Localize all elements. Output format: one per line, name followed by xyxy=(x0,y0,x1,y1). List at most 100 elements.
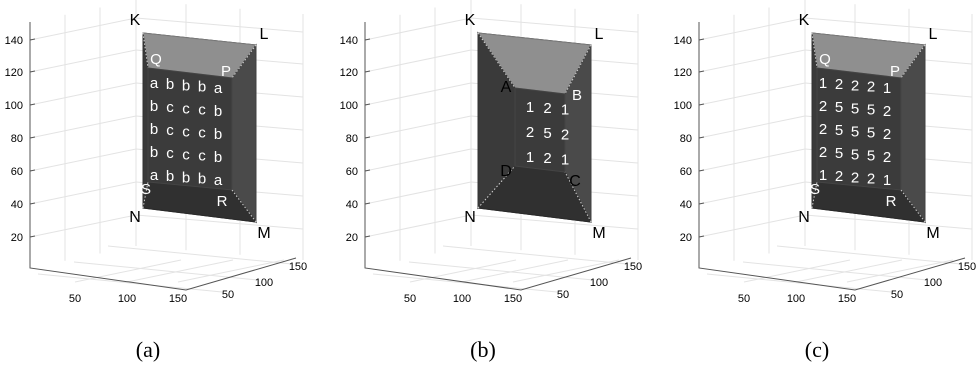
grid-cell: b xyxy=(182,77,190,94)
gridline xyxy=(408,261,594,281)
grid-cell: 1 xyxy=(561,101,569,118)
grid-cell: 2 xyxy=(819,144,827,161)
gridline xyxy=(795,259,903,283)
gridline xyxy=(74,259,182,283)
grid-cell: 2 xyxy=(851,77,859,94)
gridline xyxy=(364,82,472,106)
grid-cell: 2 xyxy=(851,169,859,186)
gridline xyxy=(470,214,639,230)
y-tick-label: 140 xyxy=(340,35,358,47)
edge-line xyxy=(477,32,516,89)
grid-cell: a xyxy=(150,167,159,184)
y-tick-mark xyxy=(29,169,36,172)
gridline xyxy=(29,49,137,73)
grid-cell: c xyxy=(198,148,206,165)
y-tick-label: 80 xyxy=(680,133,692,145)
y-tick-label: 120 xyxy=(5,67,23,79)
vertex-label-k: K xyxy=(465,12,476,29)
edge-line xyxy=(142,32,149,69)
gridline xyxy=(364,49,472,73)
y-tick-mark xyxy=(364,70,371,73)
grid-cell: b xyxy=(166,168,174,185)
panel-1: 20 40 60 80 100 120 140 50 100 150 50 100 150 K L M N Q P S… xyxy=(5,0,307,362)
y-tick-mark xyxy=(698,136,705,139)
corner-label-bl: D xyxy=(500,163,512,180)
grid-cell: 2 xyxy=(543,100,551,117)
grid-cell: 5 xyxy=(867,148,875,165)
gridline xyxy=(804,214,973,230)
corner-label-bl: S xyxy=(810,181,820,198)
x-tick-label: 50 xyxy=(404,293,416,305)
gridline xyxy=(698,214,806,238)
depth-tick-label: 100 xyxy=(590,277,608,289)
gridline xyxy=(846,259,954,283)
gridline xyxy=(29,214,137,238)
gridline xyxy=(743,259,851,283)
gridline xyxy=(512,259,620,283)
edge-line xyxy=(477,165,516,209)
y-tick-mark xyxy=(698,169,705,172)
y-tick-label: 20 xyxy=(680,232,692,244)
grid-cell: 1 xyxy=(526,149,534,166)
y-tick-label: 60 xyxy=(11,166,23,178)
grid-cell: 5 xyxy=(851,123,859,140)
y-tick-label: 40 xyxy=(11,199,23,211)
grid-cell: b xyxy=(214,149,222,166)
corner-label-tr: P xyxy=(890,63,900,80)
gridline xyxy=(372,273,558,293)
grid-cell: 1 xyxy=(883,172,891,189)
grid-cell: c xyxy=(198,102,206,119)
y-tick-mark xyxy=(29,70,36,73)
corner-label-br: R xyxy=(886,193,897,210)
y-tick-mark xyxy=(29,38,36,41)
grid-cell: 2 xyxy=(883,103,891,120)
x-tick-label: 100 xyxy=(787,293,805,305)
edge-line xyxy=(564,44,592,95)
gridline xyxy=(107,245,293,265)
gridline xyxy=(364,214,472,238)
grid-cell: b xyxy=(150,98,158,115)
grid-cell: c xyxy=(182,146,190,163)
grid-cell: b xyxy=(150,144,158,161)
y-tick-mark xyxy=(29,235,36,238)
y-tick-mark xyxy=(698,38,705,41)
vertex-label-l: L xyxy=(260,26,269,43)
y-tick-label: 120 xyxy=(340,67,358,79)
edge-line xyxy=(811,32,818,69)
gridline xyxy=(29,115,137,139)
y-tick-mark xyxy=(364,38,371,41)
edge-line xyxy=(142,181,149,209)
corner-label-tr: B xyxy=(572,87,582,104)
x-tick-label: 150 xyxy=(169,293,187,305)
y-tick-mark xyxy=(364,103,371,106)
vertex-label-k: K xyxy=(130,12,141,29)
gridline xyxy=(742,261,928,281)
corner-label-br: R xyxy=(217,193,228,210)
grid-cell: 1 xyxy=(561,151,569,168)
panel-3: 20 40 60 80 100 120 140 50 100 150 50 100 150 K L M N Q P S… xyxy=(674,0,976,362)
gridline xyxy=(364,148,472,172)
grid-cell: c xyxy=(182,123,190,140)
y-tick-label: 140 xyxy=(674,35,692,47)
y-tick-label: 80 xyxy=(346,133,358,145)
gridline xyxy=(364,181,472,205)
gridline xyxy=(706,273,892,293)
vertex-label-m: M xyxy=(926,225,939,242)
grid-cell: 2 xyxy=(835,76,843,93)
gridline xyxy=(698,181,806,205)
depth-tick-label: 150 xyxy=(624,261,642,273)
gridline xyxy=(470,17,639,33)
vertex-label-n: N xyxy=(464,209,476,226)
depth-tick-label: 100 xyxy=(255,277,273,289)
panel-caption: (c) xyxy=(805,337,829,362)
gridline xyxy=(29,82,137,106)
y-tick-mark xyxy=(29,202,36,205)
gridline xyxy=(29,148,137,172)
grid-cell: 2 xyxy=(835,168,843,185)
y-tick-mark xyxy=(29,103,36,106)
grid-cell: b xyxy=(150,121,158,138)
y-tick-mark xyxy=(698,103,705,106)
grid-cell: 1 xyxy=(819,167,827,184)
grid-cell: 2 xyxy=(883,126,891,143)
y-tick-label: 140 xyxy=(5,35,23,47)
